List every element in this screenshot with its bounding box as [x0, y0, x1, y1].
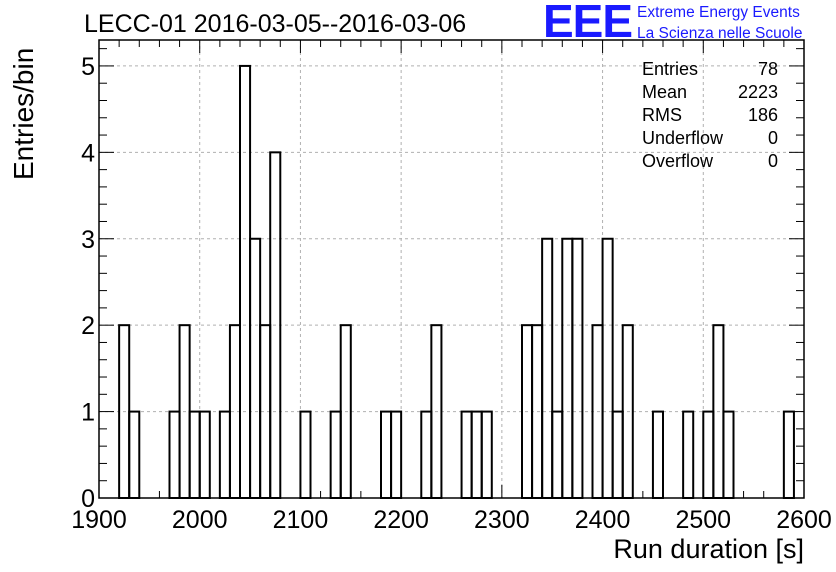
y-tick-label: 1 — [81, 399, 95, 427]
logo-tagline-1: Extreme Energy Events — [637, 4, 800, 21]
x-tick-label: 2200 — [373, 506, 429, 534]
histogram-bar — [198, 410, 211, 499]
histogram-bar — [651, 410, 665, 499]
histogram-bar — [460, 410, 473, 499]
eee-logo: EEE — [543, 0, 633, 47]
histogram-bar — [390, 410, 403, 499]
stats-value: 0 — [767, 128, 778, 148]
stats-label: Overflow — [642, 151, 714, 171]
y-tick-label: 4 — [81, 139, 95, 167]
stats-label: Underflow — [642, 128, 724, 148]
histogram-bar — [299, 410, 312, 499]
y-tick-label: 0 — [81, 485, 95, 513]
histogram-bar — [541, 237, 554, 499]
histogram-bar — [329, 410, 342, 499]
x-tick-label: 2400 — [575, 506, 631, 534]
stats-box: Entries 78 Mean 2223 RMS 186 Underflow 0… — [642, 58, 778, 173]
chart-title: LECC-01 2016-03-05--2016-03-06 — [84, 10, 467, 38]
axis-tick-labels: 1900 2000 2100 2200 2300 2400 2500 2600 0 1 2 3 4 5 — [71, 53, 832, 534]
y-tick-label: 2 — [81, 312, 95, 340]
histogram-bar — [611, 410, 624, 499]
histogram-bar — [420, 410, 433, 499]
stats-value: 186 — [747, 105, 778, 125]
x-tick-label: 1900 — [71, 506, 127, 534]
stats-row-entries: Entries 78 — [642, 58, 778, 81]
x-tick-label: 2300 — [474, 506, 530, 534]
histogram-bar — [561, 237, 574, 499]
y-axis-label: Entries/bin — [8, 47, 39, 180]
histogram-bar — [722, 410, 735, 499]
y-tick-label: 5 — [81, 53, 95, 81]
histogram-bar — [782, 410, 795, 499]
stats-value: 78 — [757, 59, 778, 79]
x-tick-label: 2600 — [776, 506, 832, 534]
stats-label: Entries — [642, 59, 699, 79]
histogram-bar — [168, 410, 181, 499]
histogram-bar — [188, 410, 201, 499]
axis-ticks — [98, 40, 805, 499]
stats-row-underflow: Underflow 0 — [642, 127, 778, 150]
stats-label: RMS — [642, 105, 682, 125]
histogram-bar — [470, 410, 483, 499]
histogram-bar — [702, 410, 715, 499]
stats-row-mean: Mean 2223 — [642, 81, 778, 104]
axes-frame — [98, 39, 805, 499]
plot-frame — [98, 39, 805, 499]
histogram-bar — [571, 237, 584, 499]
x-tick-label: 2100 — [273, 506, 329, 534]
histogram-bar — [249, 237, 262, 499]
stats-row-overflow: Overflow 0 — [642, 150, 778, 173]
histogram-bar — [380, 410, 393, 499]
histogram-bar — [682, 410, 695, 499]
histogram-bar — [218, 410, 231, 499]
histogram-bar — [551, 410, 564, 499]
stats-label: Mean — [642, 82, 688, 102]
x-tick-label: 2500 — [675, 506, 731, 534]
stats-value: 0 — [767, 151, 778, 171]
histogram-bar — [480, 410, 493, 499]
stats-row-rms: RMS 186 — [642, 104, 778, 127]
y-tick-label: 3 — [81, 226, 95, 254]
histogram-bar — [239, 64, 252, 499]
logo-tagline-2: La Scienza nelle Scuole — [637, 25, 803, 42]
x-axis-label: Run duration [s] — [613, 534, 804, 564]
histogram-bar — [601, 237, 614, 499]
x-tick-label: 2000 — [172, 506, 228, 534]
histogram-bar — [128, 410, 141, 499]
stats-value: 2223 — [737, 82, 778, 102]
